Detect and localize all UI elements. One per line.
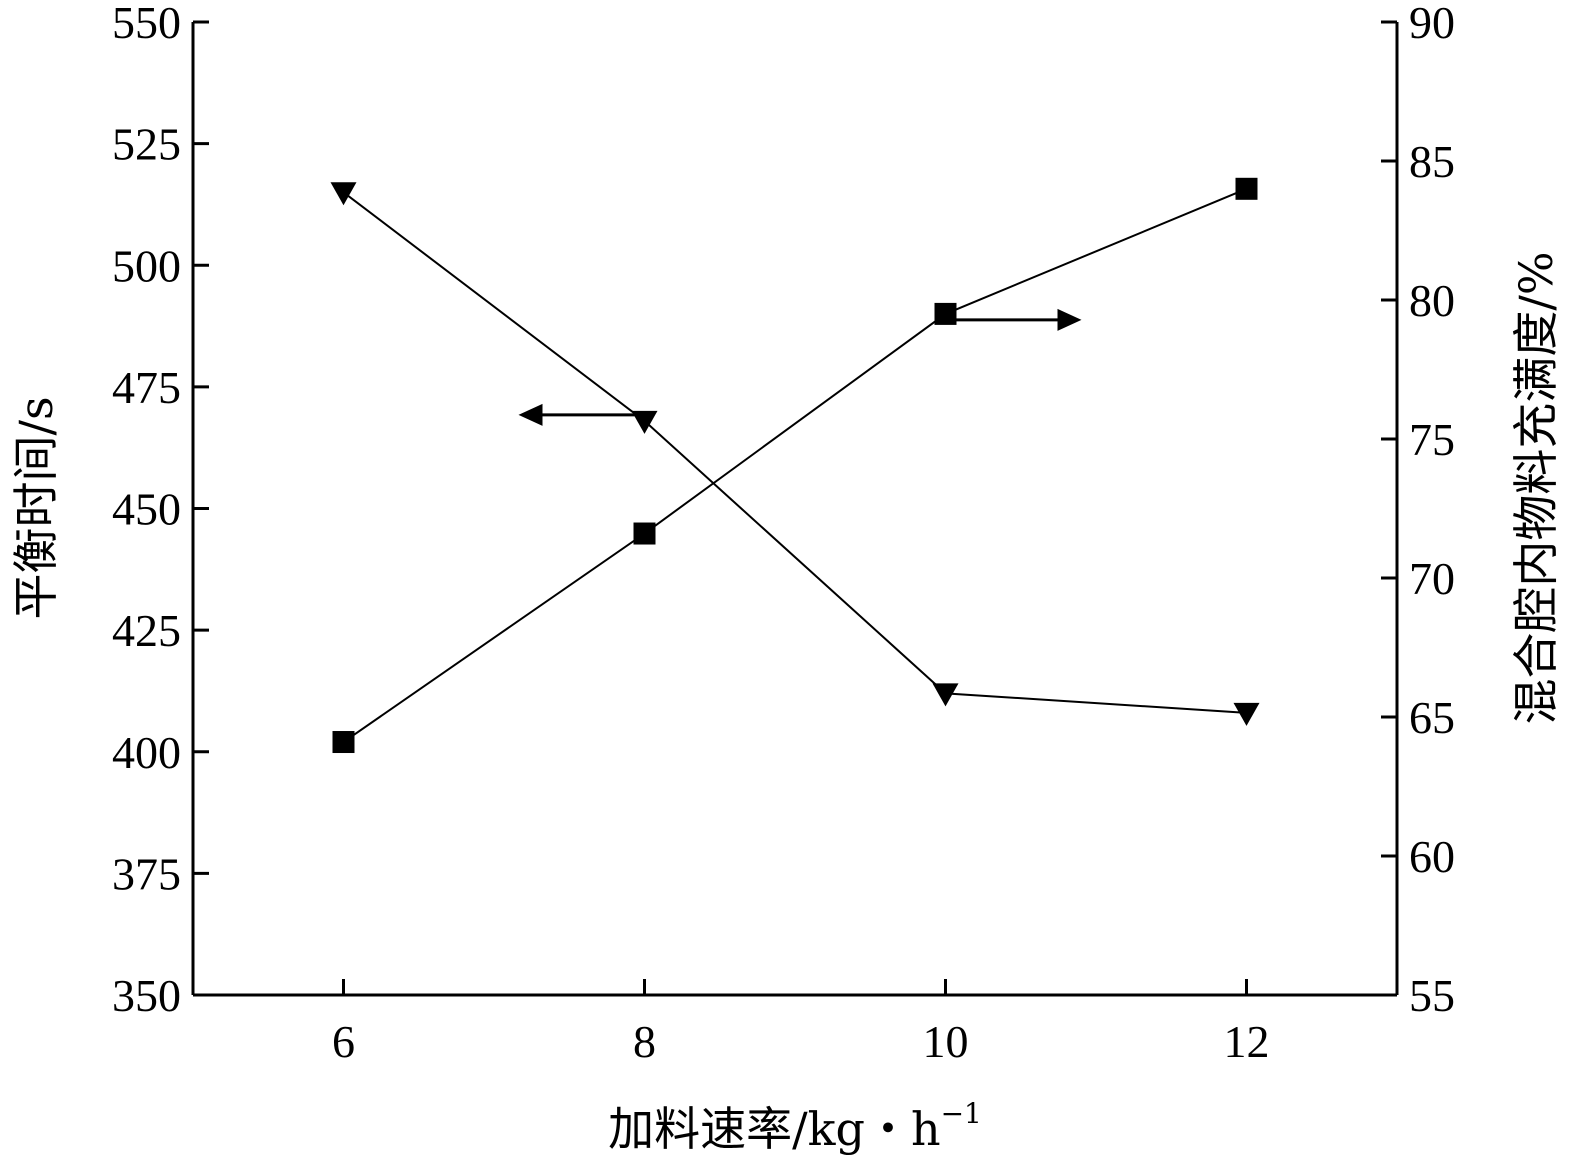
x-tick-label: 10: [923, 1016, 969, 1067]
right-axis-ticks: 55 60 65 70 75 80 85 90: [1381, 0, 1455, 1021]
right-tick-label: 70: [1409, 553, 1455, 604]
right-tick-label: 75: [1409, 414, 1455, 465]
left-axis-title: 平衡时间/s: [9, 396, 63, 619]
x-axis-ticks: 6 8 10 12: [332, 979, 1270, 1067]
series-layer: [330, 177, 1260, 754]
plot-frame: [191, 22, 1399, 997]
right-tick-label: 80: [1409, 275, 1455, 326]
right-arrow-head: [1057, 308, 1082, 331]
right-tick-label: 90: [1409, 0, 1455, 48]
x-tick-label: 12: [1224, 1016, 1270, 1067]
left-tick-label: 500: [112, 240, 181, 291]
left-arrow-head: [518, 403, 543, 426]
right-tick-label: 60: [1409, 831, 1455, 882]
x-tick-label: 8: [633, 1016, 656, 1067]
x-axis-title-superscript: −1: [941, 1097, 982, 1130]
square-marker: [1235, 177, 1258, 200]
left-tick-label: 525: [112, 119, 181, 170]
right-tick-label: 85: [1409, 136, 1455, 187]
square-marker: [633, 522, 656, 545]
triangle-marker: [330, 182, 357, 206]
square-marker: [934, 302, 957, 325]
right-axis-title: 混合腔内物料充满度/%: [1509, 251, 1563, 724]
left-tick-label: 375: [112, 848, 181, 899]
left-tick-label: 425: [112, 605, 181, 656]
left-tick-label: 550: [112, 0, 181, 48]
x-tick-label: 6: [332, 1016, 355, 1067]
right-tick-label: 65: [1409, 692, 1455, 743]
left-tick-label: 400: [112, 727, 181, 778]
series-line-2: [342, 187, 1247, 743]
triangle-marker: [932, 683, 959, 707]
left-tick-label: 350: [112, 970, 181, 1021]
square-marker: [332, 731, 355, 754]
triangle-marker: [631, 410, 658, 434]
left-tick-label: 475: [112, 362, 181, 413]
annotation-layer: [518, 308, 1082, 426]
x-axis-title: 加料速率/kg・h−1: [608, 1097, 982, 1156]
triangle-marker: [1233, 702, 1260, 726]
series-line-1: [342, 191, 1247, 714]
right-tick-label: 55: [1409, 970, 1455, 1021]
left-tick-label: 450: [112, 484, 181, 535]
left-axis-ticks: 350 375 400 425 450 475 500 525 550: [112, 0, 209, 1021]
